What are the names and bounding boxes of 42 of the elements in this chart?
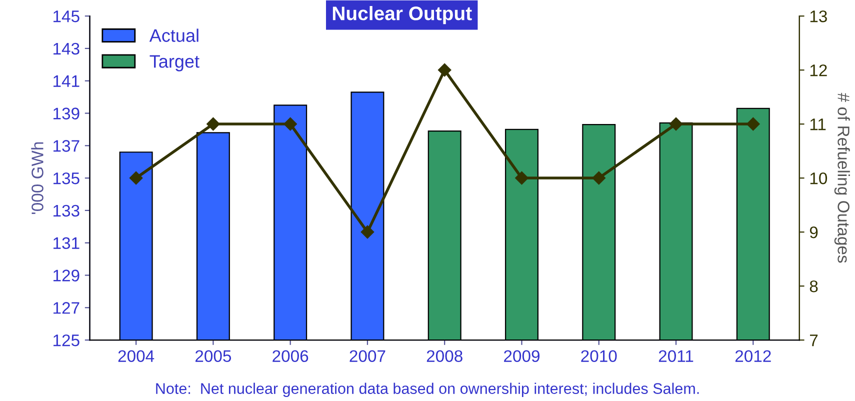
y2-tick-label: 10: [810, 172, 828, 184]
y2-tick-label: 13: [810, 10, 827, 22]
y-tick-label: 139: [54, 108, 80, 120]
y2-tick-label: 8: [810, 280, 818, 292]
y-tick-label: 127: [54, 302, 80, 314]
x-tick-label: 2004: [118, 350, 154, 362]
x-tick-label: 2010: [581, 350, 617, 362]
x-tick-label: 2011: [658, 350, 694, 362]
y-tick-label: 125: [54, 334, 80, 346]
legend-label: Target: [150, 55, 200, 72]
point: [360, 225, 374, 239]
point: [515, 171, 528, 185]
point: [592, 171, 606, 185]
x-tick-label: 2012: [735, 350, 771, 362]
legend-label: Actual: [149, 28, 198, 42]
point: [746, 117, 760, 131]
y-tick-label: 143: [54, 42, 80, 55]
y2-tick-label: 9: [810, 226, 818, 238]
x-tick-label: 2006: [272, 350, 308, 362]
y-axis-title: '000 GWh: [31, 142, 44, 214]
y2-axis-title: # of Refueling Outages: [834, 92, 850, 263]
y-tick-label: 131: [54, 237, 80, 250]
y-tick-label: 133: [54, 204, 80, 217]
point: [284, 117, 297, 131]
x-tick-label: 2008: [426, 350, 462, 362]
y-tick-label: 129: [54, 270, 80, 282]
point: [438, 63, 452, 77]
point: [129, 171, 143, 185]
y-tick-label: 137: [54, 140, 80, 152]
text: Note: Net nuclear generation data based on ownership interest; includes Salem.: [156, 382, 699, 397]
y2-tick-label: 7: [810, 334, 818, 346]
x-tick-label: 2009: [504, 350, 540, 362]
x-tick-label: 2007: [350, 350, 386, 362]
chart-title: Nuclear Output: [332, 6, 472, 24]
y-tick-label: 135: [54, 172, 80, 184]
point: [206, 117, 220, 131]
y2-tick-label: 11: [810, 118, 826, 130]
y-tick-label: 145: [54, 10, 80, 22]
x-tick-label: 2005: [195, 350, 232, 362]
point: [669, 117, 683, 131]
y2-tick-label: 12: [810, 64, 827, 76]
y-tick-label: 141: [54, 75, 80, 87]
